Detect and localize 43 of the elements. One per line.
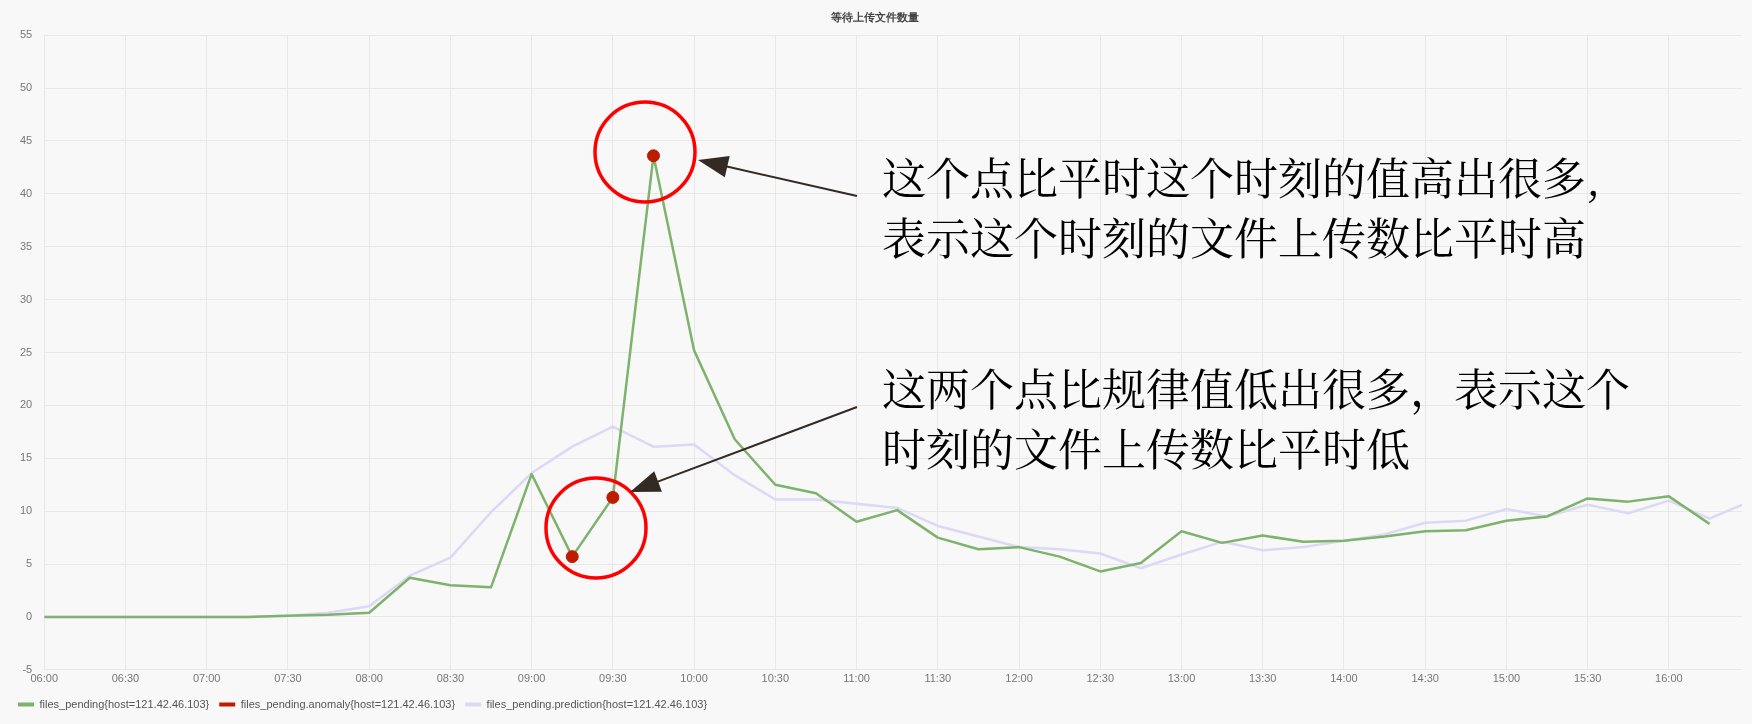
y-tick-label: 10 xyxy=(19,504,33,517)
x-tick-label: 08:30 xyxy=(436,672,465,685)
y-tick-label: 5 xyxy=(26,557,33,570)
y-tick-label: 50 xyxy=(19,81,33,94)
x-tick-label: 16:00 xyxy=(1655,672,1683,685)
legend-label: files_pending{host=121.42.46.103} xyxy=(39,697,210,710)
point xyxy=(606,490,620,504)
x-tick-label: 12:00 xyxy=(1005,672,1033,685)
x-tick-label: 12:30 xyxy=(1086,672,1115,685)
x-tick-label: 13:30 xyxy=(1248,672,1277,685)
x-tick-label: 10:30 xyxy=(761,672,790,685)
y-tick-label: 55 xyxy=(19,28,33,41)
y-tick-label: 0 xyxy=(26,609,33,622)
y-tick-label: 20 xyxy=(19,398,33,411)
y-tick-label: 35 xyxy=(19,239,33,252)
legend-label: files_pending.anomaly{host=121.42.46.103} xyxy=(240,697,456,710)
x-tick-label: 14:00 xyxy=(1330,672,1358,685)
chart-title: 等待上传文件数量 xyxy=(830,11,919,25)
x-tick-label: 10:00 xyxy=(680,672,708,685)
y-tick-label: 25 xyxy=(19,345,33,358)
y-tick-label: 45 xyxy=(19,134,33,146)
x-tick-label: 06:00 xyxy=(30,672,58,685)
x-tick-label: 15:00 xyxy=(1492,672,1521,685)
x-tick-label: 07:00 xyxy=(192,672,221,685)
x-tick-label: 11:00 xyxy=(843,672,870,685)
x-tick-label: 08:00 xyxy=(355,672,383,685)
x-tick-label: 15:30 xyxy=(1573,672,1602,685)
x-tick-label: 07:30 xyxy=(274,672,302,685)
legend-label: files_pending.prediction{host=121.42.46.103} xyxy=(486,697,708,710)
annotation: 这个点比平时这个时刻的值高出很多,表示这个时刻的文件上传数比平时高 xyxy=(882,143,1601,268)
y-tick-label: 15 xyxy=(19,451,33,464)
x-tick-label: 14:30 xyxy=(1411,672,1439,685)
y-tick-label: 40 xyxy=(19,186,33,199)
y-tick-label: -5 xyxy=(22,662,33,675)
point xyxy=(646,149,660,163)
annotation: 这两个点比规律值低出很多，表示这个时刻的文件上传数比平时低 xyxy=(882,354,1630,479)
x-tick-label: 13:00 xyxy=(1167,672,1196,685)
y-tick-label: 30 xyxy=(19,292,33,305)
x-tick-label: 09:30 xyxy=(599,672,627,685)
x-tick-label: 06:30 xyxy=(111,672,140,685)
x-tick-label: 09:00 xyxy=(517,672,546,685)
point xyxy=(565,550,579,564)
x-tick-label: 11:30 xyxy=(924,672,952,685)
